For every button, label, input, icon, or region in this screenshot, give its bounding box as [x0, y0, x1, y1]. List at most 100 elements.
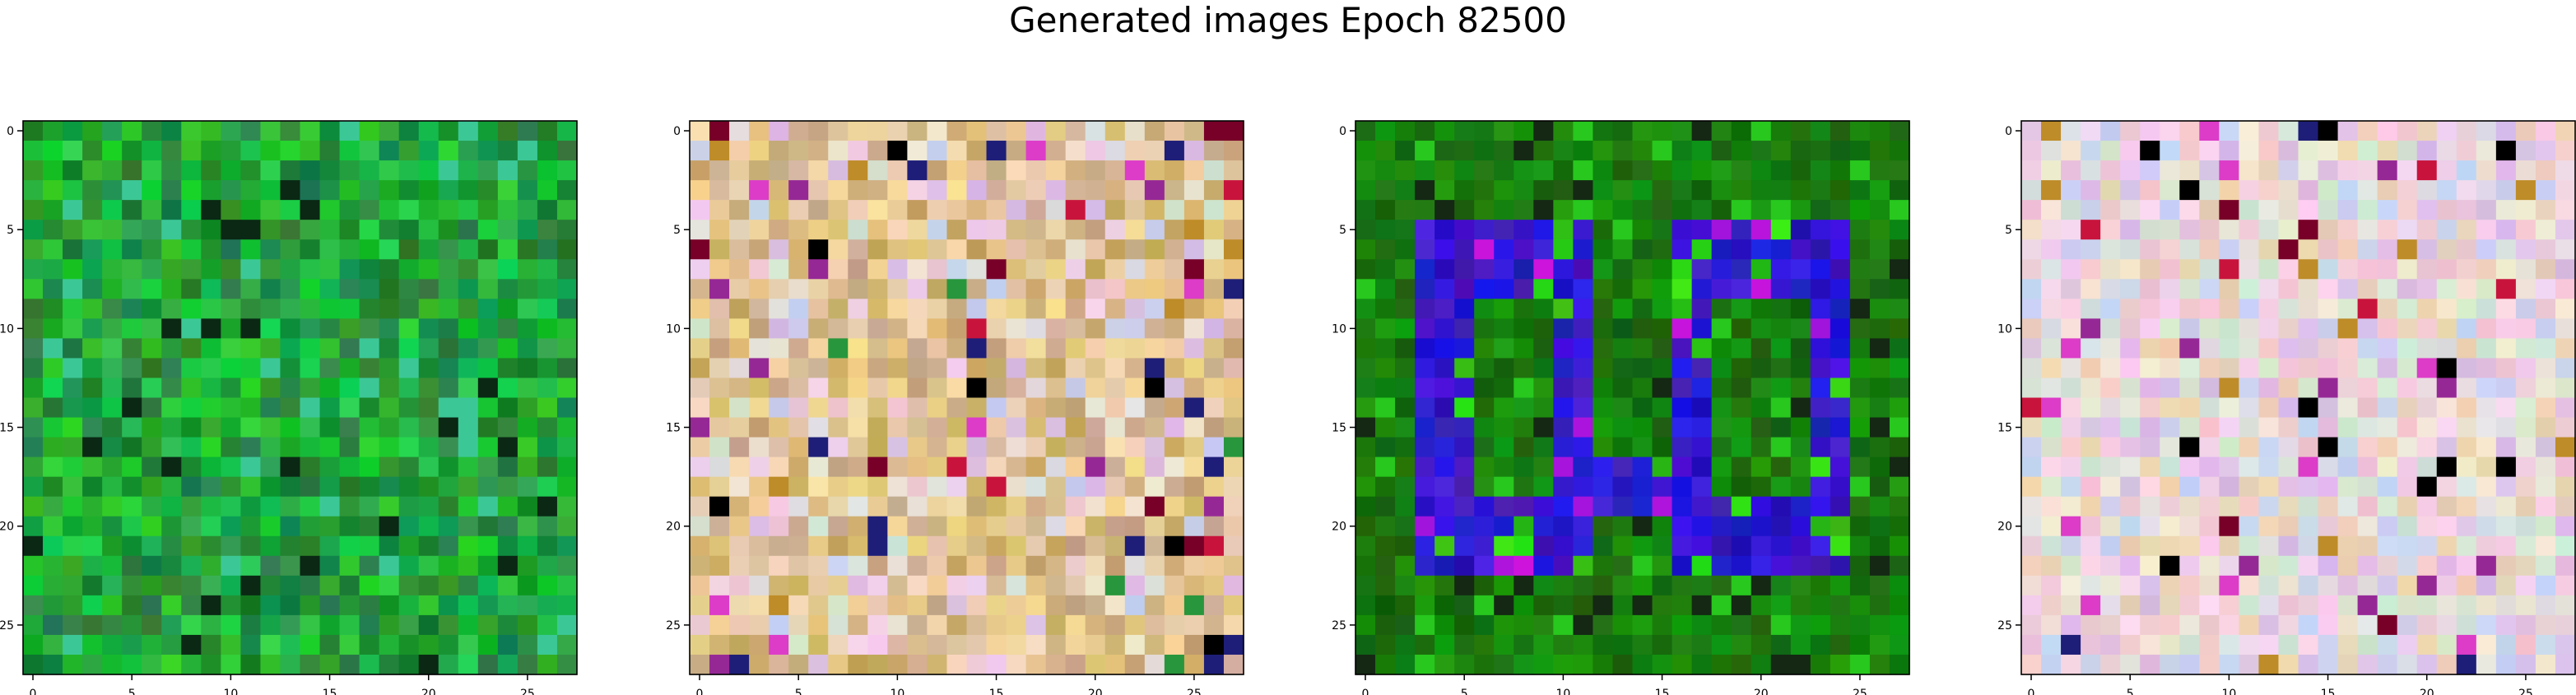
pixel-cell	[379, 437, 400, 458]
pixel-cell	[1164, 595, 1185, 616]
pixel-cell	[1731, 614, 1752, 636]
pixel-cell	[887, 654, 908, 675]
pixel-cell	[1144, 516, 1165, 537]
pixel-cell	[1183, 397, 1205, 419]
pixel-cell	[2318, 397, 2339, 419]
pixel-cell	[1790, 141, 1811, 161]
pixel-cell	[300, 378, 321, 399]
pixel-cell	[1514, 259, 1534, 280]
pixel-cell	[1731, 575, 1752, 596]
pixel-cell	[1355, 141, 1376, 161]
pixel-cell	[749, 220, 770, 240]
pixel-cell	[1124, 279, 1146, 299]
pixel-cell	[986, 200, 1007, 220]
pixel-cell	[1751, 634, 1772, 656]
pixel-cell	[1203, 378, 1225, 399]
pixel-cell	[1889, 180, 1910, 201]
pixel-cell	[517, 279, 538, 299]
pixel-cell	[319, 141, 341, 161]
pixel-cell	[438, 200, 459, 220]
pixel-cell	[2140, 516, 2160, 537]
pixel-cell	[1065, 634, 1086, 656]
pixel-cell	[1553, 299, 1574, 319]
pixel-cell	[2515, 200, 2536, 220]
pixel-cell	[142, 180, 162, 201]
pixel-cell	[339, 318, 360, 339]
pixel-cell	[907, 535, 928, 557]
pixel-cell	[102, 239, 123, 260]
pixel-cell	[1164, 358, 1185, 379]
pixel-cell	[477, 279, 499, 299]
pixel-cell	[2160, 279, 2180, 299]
pixel-cell	[2120, 476, 2141, 498]
y-tick-label: 15	[1997, 422, 2012, 435]
pixel-cell	[2140, 279, 2160, 299]
pixel-cell	[2555, 634, 2576, 656]
pixel-cell	[1395, 555, 1416, 577]
pixel-cell	[1573, 614, 1594, 636]
pixel-cell	[1731, 338, 1752, 359]
pixel-cell	[1652, 614, 1673, 636]
pixel-cell	[556, 200, 578, 220]
pixel-cell	[2160, 358, 2180, 379]
pixel-cell	[398, 397, 420, 419]
pixel-cell	[1223, 614, 1244, 636]
pixel-cell	[709, 141, 730, 161]
pixel-cell	[927, 279, 948, 299]
pixel-cell	[2515, 279, 2536, 299]
pixel-cell	[1124, 654, 1146, 675]
pixel-cell	[1085, 299, 1106, 319]
pixel-cell	[2081, 654, 2101, 675]
pixel-cell	[2100, 595, 2121, 616]
pixel-cell	[102, 476, 123, 498]
pixel-cell	[946, 614, 968, 636]
pixel-cell	[1144, 160, 1165, 181]
pixel-cell	[1593, 239, 1614, 260]
pixel-cell	[729, 397, 750, 419]
pixel-cell	[23, 220, 44, 240]
pixel-cell	[1711, 220, 1732, 240]
pixel-cell	[828, 141, 849, 161]
pixel-cell	[2041, 555, 2062, 577]
pixel-cell	[23, 378, 44, 399]
y-tick-label: 0	[1339, 125, 1346, 138]
pixel-cell	[2219, 220, 2239, 240]
pixel-cell	[2495, 239, 2517, 260]
pixel-cell	[1085, 121, 1106, 141]
pixel-cell	[1104, 437, 1126, 458]
pixel-cell	[161, 378, 182, 399]
pixel-cell	[438, 220, 459, 240]
pixel-cell	[2081, 121, 2101, 141]
pixel-cell	[1731, 654, 1752, 675]
pixel-cell	[2337, 575, 2359, 596]
pixel-cell	[1869, 654, 1890, 675]
pixel-cell	[2298, 437, 2319, 458]
pixel-cell	[319, 437, 341, 458]
pixel-cell	[2258, 595, 2280, 616]
pixel-cell	[2456, 516, 2477, 537]
pixel-cell	[1025, 299, 1047, 319]
pixel-cell	[1711, 180, 1732, 201]
pixel-cell	[181, 397, 202, 419]
pixel-cell	[2199, 299, 2220, 319]
pixel-cell	[2199, 239, 2220, 260]
pixel-cell	[1652, 516, 1673, 537]
pixel-cell	[1183, 516, 1205, 537]
pixel-cell	[2318, 575, 2339, 596]
pixel-cell	[1790, 259, 1811, 280]
pixel-cell	[986, 378, 1007, 399]
pixel-cell	[1672, 279, 1693, 299]
pixel-cell	[1889, 417, 1910, 438]
pixel-cell	[201, 318, 221, 339]
pixel-cell	[142, 220, 162, 240]
pixel-cell	[1632, 121, 1653, 141]
pixel-cell	[1514, 160, 1534, 181]
pixel-cell	[181, 121, 202, 141]
pixel-cell	[2061, 299, 2081, 319]
pixel-cell	[122, 516, 142, 537]
pixel-cell	[418, 397, 439, 419]
pixel-cell	[1355, 239, 1376, 260]
pixel-cell	[2179, 279, 2200, 299]
pixel-cell	[907, 239, 928, 260]
pixel-cell	[537, 634, 558, 656]
